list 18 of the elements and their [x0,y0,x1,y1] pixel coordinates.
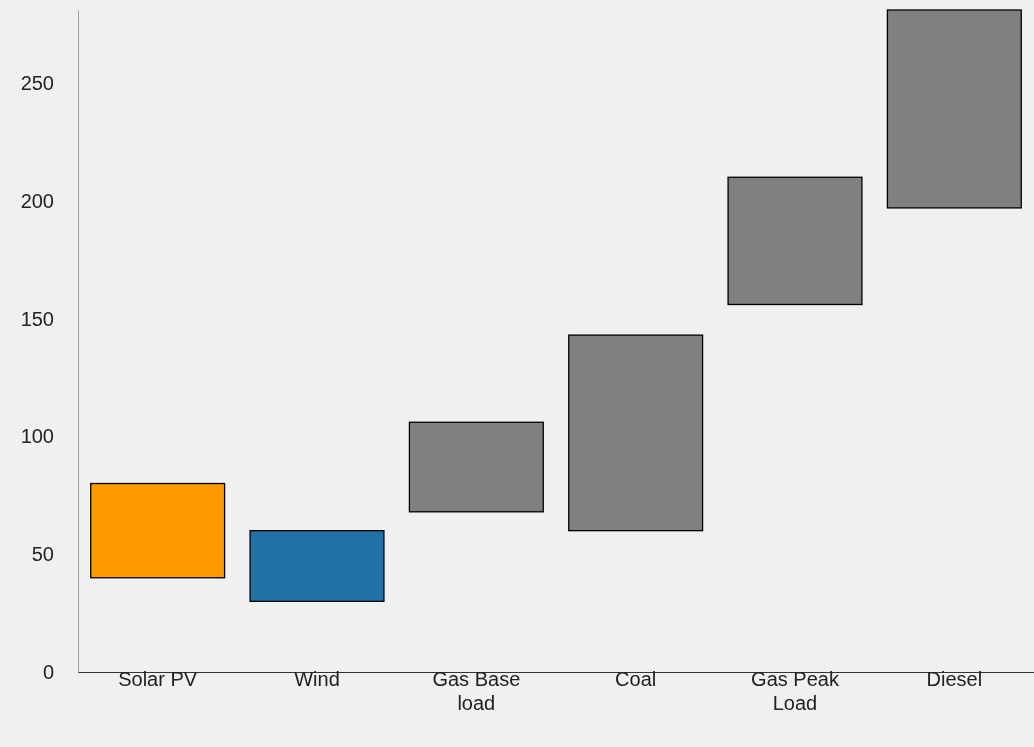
y-tick-label: 0 [42,660,54,683]
x-tick-label: Coal [615,668,657,690]
y-tick-label: 150 [20,307,54,330]
bar [568,334,704,532]
x-tick-label: Gas Peak Load [751,668,840,714]
y-tick-label: 200 [20,189,54,212]
bar [727,176,863,306]
x-tick-label: Diesel [926,668,983,690]
bar [249,530,385,602]
x-tick-label: Gas Base load [432,668,521,714]
bar [90,482,226,579]
x-tick-label: Solar PV [118,668,198,690]
y-tick-label: 250 [20,71,54,94]
y-tick-label: 50 [31,543,54,566]
y-tick-label: 100 [20,425,54,448]
bar [408,421,544,513]
x-tick-label: Wind [294,668,340,690]
bar [886,9,1022,209]
